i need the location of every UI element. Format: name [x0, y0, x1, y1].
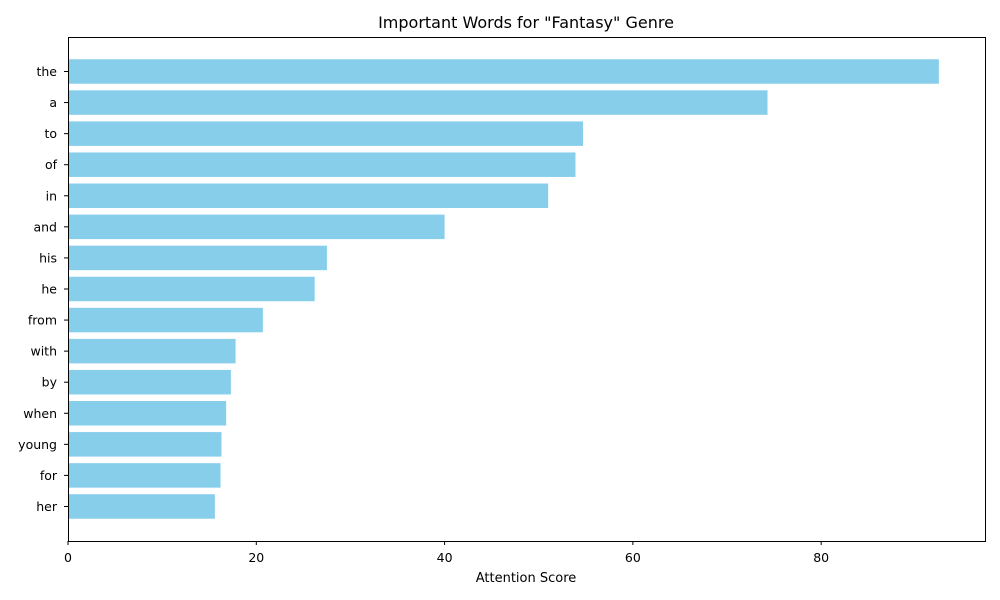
plot-frame — [68, 37, 986, 542]
bar-his — [68, 245, 327, 271]
y-tick-label: her — [36, 499, 58, 514]
bar-young — [68, 432, 222, 457]
bar-by — [68, 369, 231, 395]
x-tick-label: 80 — [813, 550, 829, 565]
y-tick-label: by — [42, 375, 58, 390]
bar-and — [68, 214, 445, 240]
y-tick-label: from — [28, 313, 57, 328]
y-tick-label: for — [40, 468, 58, 483]
y-tick-label: with — [30, 344, 57, 359]
y-tick-label: the — [36, 64, 57, 79]
y-tick-label: a — [49, 95, 57, 110]
bar-her — [68, 494, 215, 519]
bar-with — [68, 338, 236, 364]
chart-title: Important Words for "Fantasy" Genre — [378, 13, 674, 32]
x-tick-label: 20 — [248, 550, 264, 565]
bar-the — [68, 59, 939, 84]
y-tick-label: and — [33, 219, 57, 234]
y-tick-label: he — [41, 281, 57, 296]
x-tick-label: 60 — [625, 550, 641, 565]
y-tick-label: young — [18, 437, 57, 452]
bar-of — [68, 152, 576, 177]
x-tick-label: 0 — [64, 550, 72, 565]
y-tick-label: to — [44, 126, 57, 141]
bar-a — [68, 90, 768, 115]
bar-in — [68, 183, 549, 209]
bar-from — [68, 307, 263, 333]
bar-he — [68, 276, 315, 302]
x-axis-ticks: 0 20 40 60 80 — [64, 541, 829, 565]
bars-layer — [68, 59, 939, 519]
bar-for — [68, 463, 221, 488]
y-axis-ticks: the a to of in and his he from with by when young for… — [18, 64, 68, 514]
y-tick-label: his — [39, 250, 57, 265]
y-tick-label: when — [23, 406, 57, 421]
bar-when — [68, 401, 227, 426]
x-tick-label: 40 — [437, 550, 453, 565]
x-axis-title: Attention Score — [476, 571, 577, 586]
y-tick-label: in — [46, 188, 57, 203]
bar-to — [68, 121, 583, 146]
y-tick-label: of — [45, 157, 58, 172]
